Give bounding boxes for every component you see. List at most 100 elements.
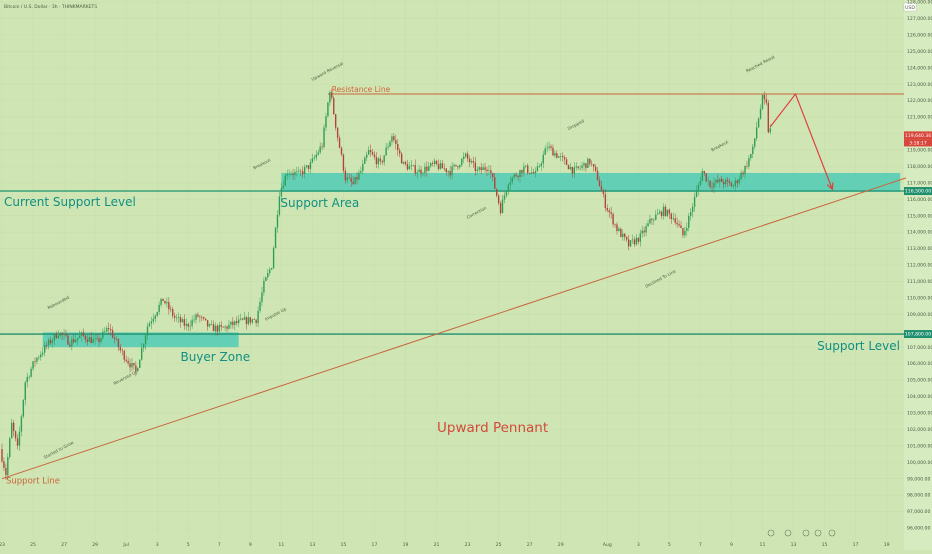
candle-body [583,163,585,166]
candle-body [331,92,333,98]
level-price-label: 116,500.00 [905,189,931,195]
candle-body [625,237,628,240]
candle-body [358,172,360,180]
candle-body [309,162,312,169]
candle-body [241,318,244,320]
candle-body [78,335,81,338]
candle-body [713,182,715,188]
candle-body [43,345,46,353]
candle-body [738,178,740,184]
candle-body [42,352,44,355]
candle-body [276,214,279,228]
candle-body [76,337,79,341]
candle-body [426,166,428,171]
currency-badge[interactable] [903,2,917,12]
candle-body [296,171,298,173]
time-tick-label: 19 [884,542,890,548]
candle-body [563,157,566,160]
candle-body [267,273,269,278]
candle-body [16,438,19,446]
candle-body [206,320,209,327]
candle-body [38,357,40,358]
candle-body [298,170,300,172]
candle-body [494,177,496,189]
candle-body [140,347,143,360]
candle-body [690,212,692,216]
candle-body [658,211,661,214]
candle-body [187,323,189,327]
candle-body [406,164,409,170]
candle-body [47,339,50,346]
candle-body [593,164,595,167]
candle-body [129,363,131,368]
time-tick-label: 23 [0,542,5,548]
candle-body [387,146,389,148]
candle-body [451,166,453,176]
candle-body [408,166,411,170]
candle-body [135,365,137,372]
price-tick-label: 117,000.00 [907,180,932,186]
time-tick-label: 17 [372,542,378,548]
candle-body [556,153,558,158]
settings-icon [802,529,810,537]
candle-body [664,206,667,216]
price-tick-label: 98,000.00 [907,493,930,499]
candle-body [670,213,672,220]
indicators-icon [828,529,836,537]
candle-body [591,163,593,165]
price-tick-label: 111,000.00 [907,279,932,285]
candle-body [519,170,521,178]
candle-body [311,158,314,163]
candle-body [600,186,603,191]
candle-body [348,177,350,179]
candle-body [239,318,242,320]
candle-body [133,363,135,366]
candle-body [734,180,737,187]
candle-body [558,156,560,158]
candle-body [245,317,248,325]
candle-body [131,363,133,368]
candle-body [73,339,75,343]
candle-body [51,340,54,344]
candle-body [728,181,731,184]
time-tick-label: 9 [730,542,733,548]
candle-body [534,171,537,174]
candle-body [657,213,659,215]
candle-body [67,335,69,345]
candle-body [709,180,711,187]
candle-body [59,332,61,336]
candle-body [424,166,426,174]
candle-body [284,175,286,187]
candle-body [333,97,335,115]
candle-body [303,167,306,175]
candle-body [172,309,174,316]
candle-body [610,212,612,214]
candle-body [45,345,48,346]
candle-body [457,166,459,168]
candle-body [633,239,636,245]
candle-body [102,331,104,339]
candle-body [162,298,164,302]
candle-body [769,128,771,133]
candle-body [98,338,100,342]
price-tick-label: 103,000.00 [907,411,932,417]
candle-body [282,186,284,189]
candle-body [26,376,28,383]
symbol-header: Bitcoin / U.S. Dollar · 3h · THINKMARKET… [4,4,97,10]
candle-body [695,190,698,198]
time-tick-label: 3 [637,542,640,548]
level-price-label: 107,800.00 [905,332,931,338]
candle-body [263,280,265,293]
candle-body [300,170,302,172]
candle-body [237,319,240,324]
candle-body [618,228,620,231]
time-tick-label: 15 [822,542,828,548]
candle-body [740,172,742,179]
candle-body [476,169,478,171]
candle-body [123,351,125,360]
time-tick-label: 7 [218,542,221,548]
candle-body [230,321,232,325]
candle-body [71,339,73,347]
candle-body [100,338,102,342]
candle-body [701,171,704,181]
